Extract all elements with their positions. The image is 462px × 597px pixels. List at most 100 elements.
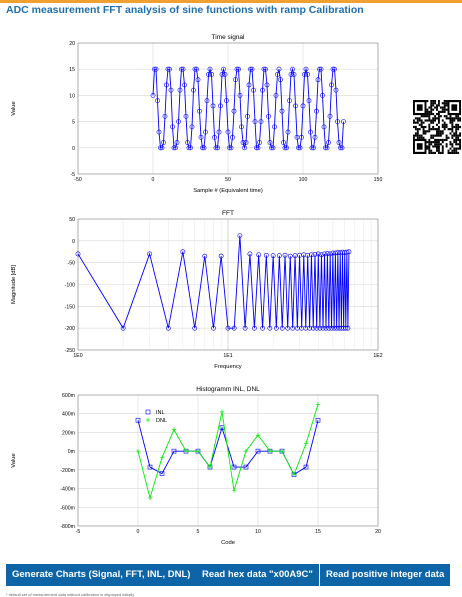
qr-module [413,125,415,129]
y-tick-label: 15 [69,67,75,73]
qr-module [436,128,438,131]
data-point [303,464,309,470]
data-point [296,145,301,151]
qr-module [451,151,454,154]
qr-module [455,136,458,139]
qr-module [441,123,444,126]
data-point [325,251,330,256]
data-point [152,66,157,72]
qr-module [445,117,448,120]
read-integer-data-button[interactable]: Read positive integer data [320,564,451,586]
data-point [266,113,271,119]
qr-module [457,128,460,131]
qr-module [437,151,440,154]
qr-module [418,117,421,120]
data-point [292,253,298,259]
data-point [264,82,270,88]
plot-frame [77,218,379,351]
data-point [252,119,258,124]
data-point [293,103,298,109]
qr-module [437,125,440,129]
qr-module [457,123,460,126]
data-point [162,113,168,119]
data-point [75,251,81,257]
qr-module [445,100,448,103]
qr-module [426,108,429,111]
data-point [219,409,225,415]
data-point [230,134,235,140]
series-line [137,420,319,476]
data-point [203,129,208,135]
qr-module [455,151,458,154]
qr-module [437,143,440,146]
data-point [153,66,159,72]
qr-module [457,125,460,129]
inl-dnl-chart: Histogramm INL, DNL -5 0 5 10 15 20 -800m -600m -… [0,382,400,554]
generate-charts-button[interactable]: Generate Charts (Signal, FFT, INL, DNL) [6,564,197,586]
qr-module [436,147,438,150]
data-point [256,252,262,258]
qr-module [455,130,458,133]
qr-module [459,117,461,120]
x-tick-label: -5 [76,529,81,535]
qr-module [428,128,431,131]
qr-module [430,149,433,152]
qr-module [457,147,460,150]
qr-module [434,141,437,144]
data-point [197,108,202,114]
data-point [269,145,274,151]
qr-module [432,108,435,111]
data-point [302,72,307,77]
data-point [204,98,210,104]
qr-module [422,115,425,118]
data-point [312,251,318,257]
qr-module [453,134,456,137]
data-point [285,129,291,135]
data-point [303,66,309,72]
data-point [317,66,322,72]
data-point [329,325,334,331]
data-point [279,108,285,114]
data-point [290,325,296,331]
data-point [273,93,279,98]
data-point [336,325,342,331]
data-point [200,145,205,151]
qr-module [414,117,417,120]
data-point [270,145,276,151]
x-tick-label: 10 [255,529,261,535]
data-point [192,66,198,72]
read-hex-data-button[interactable]: Read hex data "x00A9C" [196,564,319,586]
data-point [236,66,241,72]
qr-module [445,136,448,139]
data-point [219,72,225,77]
qr-module [439,115,442,118]
qr-module [428,115,431,118]
x-tick-label: 1E2 [373,353,382,359]
qr-module [443,102,446,105]
y-tick-label: -100 [65,283,75,289]
qr-module [414,132,417,135]
qr-module [439,151,442,154]
qr-module [437,147,440,150]
qr-module [449,115,452,118]
data-point [309,145,315,151]
data-point [243,464,249,470]
qr-module [434,143,437,146]
qr-module [443,115,446,118]
series-line [152,67,344,150]
qr-module [437,117,440,120]
chart-title: FFT [222,210,234,217]
y-tick-label: -5 [70,172,75,178]
data-point [279,448,285,454]
qr-module [424,130,427,133]
data-point [249,66,255,72]
data-point [224,98,229,104]
y-tick-label: -200m [60,468,75,474]
data-point [179,66,184,72]
qr-module [430,141,433,144]
data-point [317,325,323,331]
data-point [336,140,342,145]
page-title: ADC measurement FFT analysis of sine fun… [6,4,364,16]
qr-module [420,121,423,124]
qr-module [441,149,444,152]
